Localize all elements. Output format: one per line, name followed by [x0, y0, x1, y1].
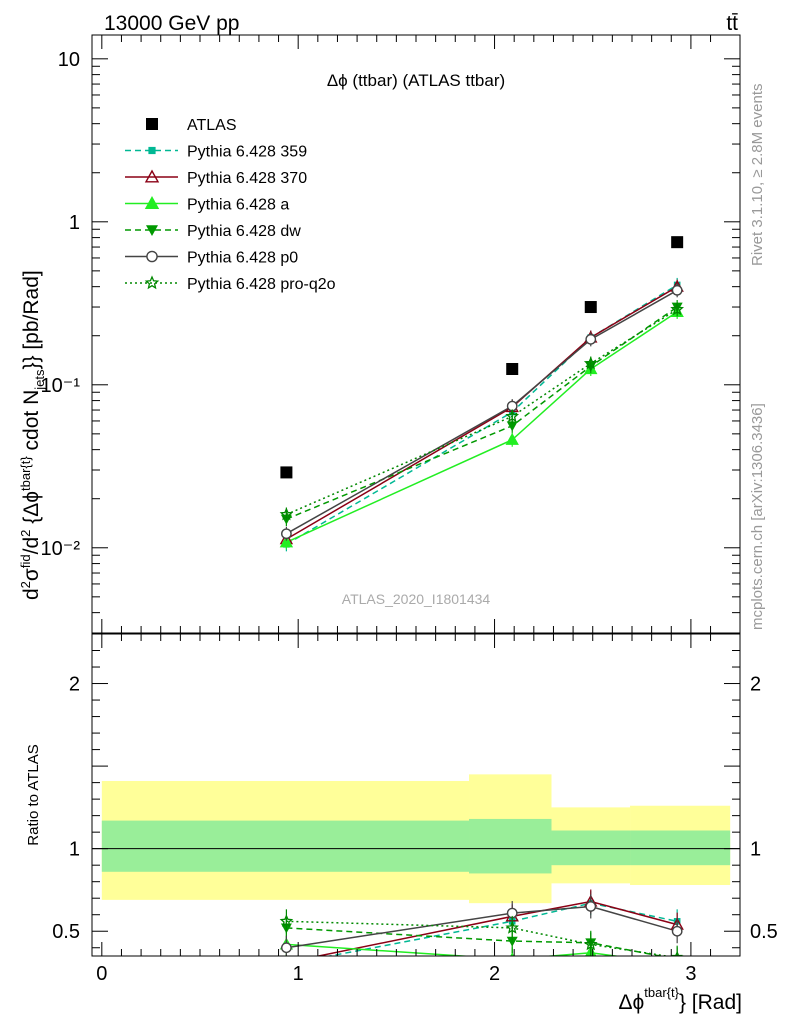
main-axis-ticks [92, 35, 740, 634]
ratio-point-pythia-6-428-pro-q2o [279, 914, 294, 928]
main-series-lines [286, 284, 678, 545]
ratio-point-pythia-6-428-dw [506, 936, 518, 947]
series-line-pythia-6-428-a [286, 311, 678, 543]
series-line-pythia-6-428-p0 [286, 289, 678, 535]
series-line-pythia-6-428-pro-q2o [286, 308, 678, 516]
legend: ATLAS Pythia 6.428 359 Pythia 6.428 370 Pyt… [125, 117, 336, 293]
series-line-pythia-6-428-359 [286, 284, 678, 545]
ratio-y-axis-label: Ratio to ATLAS [25, 744, 42, 845]
ratio-axis-ticks [92, 634, 740, 956]
ratio-line-pythia-6-428-370 [314, 900, 678, 956]
data-point-atlas [584, 301, 597, 314]
x-axis-label: Δϕtbar{t}} [Rad] [618, 985, 742, 1014]
main-y-tick-label: 10⁻² [41, 538, 81, 560]
ratio-line-pythia-6-428-a [286, 943, 622, 956]
ratio-point-pythia-6-428-p0 [671, 925, 683, 937]
ratio-y-tick-label: 0.5 [52, 921, 80, 943]
ratio-point-pythia-6-428-359 [283, 961, 290, 968]
data-point-pythia-6-428-pro-q2o [670, 302, 685, 316]
data-point-pythia-6-428-pro-q2o [583, 356, 598, 370]
series-line-pythia-6-428-dw [286, 306, 678, 520]
x-tick-label: 3 [685, 963, 696, 985]
ratio-series-lines [286, 900, 678, 956]
legend-marker-pythia-6-428-dw [146, 225, 158, 236]
plot-title: Δϕ (ttbar) (ATLAS ttbar) [327, 71, 505, 90]
ratio-point-pythia-6-428-a [672, 959, 683, 969]
x-tick-label: 0 [96, 963, 107, 985]
legend-marker-atlas [146, 118, 158, 130]
data-point-pythia-6-428-p0 [671, 284, 683, 296]
data-point-pythia-6-428-a [505, 432, 519, 445]
ratio-series-markers [279, 889, 685, 969]
main-panel: 10⁻² 10⁻¹ 1 10 Δϕ (ttbar) (ATLAS ttbar) ATL… [18, 34, 741, 634]
data-point-pythia-6-428-pro-q2o [279, 507, 294, 521]
ratio-y-tick-label: 1 [69, 839, 80, 861]
main-y-tick-label: 10⁻¹ [41, 375, 81, 397]
ratio-y-tick-label: 2 [69, 674, 80, 696]
legend-marker-pythia-6-428-a [144, 196, 160, 210]
analysis-watermark: ATLAS_2020_I1801434 [342, 591, 491, 607]
ratio-point-pythia-6-428-pro-q2o [670, 950, 685, 956]
ratio-point-pythia-6-428-a [510, 952, 515, 956]
x-tick-labels: 0 1 2 3 [96, 963, 696, 985]
legend-label-pythia-6-428-pro-q2o: Pythia 6.428 pro-q2o [187, 276, 336, 293]
main-y-tick-label: 1 [69, 212, 80, 234]
ratio-line-pythia-6-428-pro-q2o [286, 920, 672, 956]
energy-label: 13000 GeV pp [104, 12, 239, 35]
ratio-point-pythia-6-428-370 [286, 955, 287, 956]
rivet-label: Rivet 3.1.10, ≥ 2.8M events [749, 84, 766, 267]
legend-label-pythia-6-428-359: Pythia 6.428 359 [187, 144, 307, 161]
ratio-point-pythia-6-428-pro-q2o [583, 937, 598, 951]
mcplots-label: mcplots.cern.ch [arXiv:1306.3436] [749, 403, 766, 630]
ratio-band-inner [630, 830, 731, 866]
ratio-point-pythia-6-428-pro-q2o [505, 920, 519, 934]
ratio-y-tick-label-right: 0.5 [750, 921, 778, 943]
main-y-tick-labels: 10⁻² 10⁻¹ 1 10 [41, 49, 81, 560]
ratio-panel: 0.5 0.5 1 1 2 2 0 1 2 3 Ratio to ATLAS Δϕtbar{t}… [25, 633, 778, 1014]
legend-label-pythia-6-428-p0: Pythia 6.428 p0 [187, 250, 298, 267]
ratio-band-inner [101, 820, 470, 872]
ratio-line-pythia-6-428-dw [286, 927, 664, 956]
legend-label-pythia-6-428-dw: Pythia 6.428 dw [187, 223, 301, 240]
data-point-atlas [506, 362, 519, 375]
legend-label-pythia-6-428-a: Pythia 6.428 a [187, 197, 289, 214]
legend-marker-pythia-6-428-359 [148, 146, 156, 155]
legend-marker-pythia-6-428-pro-q2o [144, 275, 160, 290]
ratio-line-pythia-6-428-p0 [286, 905, 678, 949]
data-point-atlas [280, 466, 293, 479]
ratio-line-pythia-6-428-359 [325, 902, 678, 956]
main-series-markers [279, 236, 685, 552]
data-point-pythia-6-428-p0 [585, 333, 597, 345]
process-label: tt̄ [726, 12, 738, 35]
legend-marker-pythia-6-428-p0 [146, 250, 158, 263]
data-point-atlas [671, 236, 684, 249]
main-y-axis-label: d2σfid/d2 {Δϕtbar{t} cdot Njets}} [pb/Ra… [18, 270, 47, 600]
ratio-uncertainty-bands [101, 774, 731, 904]
legend-label-pythia-6-428-370: Pythia 6.428 370 [187, 170, 307, 187]
ratio-y-tick-label-right: 2 [750, 674, 761, 696]
ratio-band-inner [469, 818, 552, 874]
data-point-pythia-6-428-p0 [281, 528, 292, 540]
x-tick-label: 2 [489, 963, 500, 985]
data-point-pythia-6-428-a [279, 535, 294, 548]
ratio-y-tick-label-right: 1 [750, 839, 761, 861]
ratio-point-pythia-6-428-p0 [585, 901, 597, 912]
data-point-pythia-6-428-pro-q2o [505, 409, 520, 423]
ratio-point-pythia-6-428-p0 [281, 942, 292, 954]
ratio-band-inner [551, 830, 631, 866]
data-point-pythia-6-428-dw [506, 421, 518, 432]
legend-marker-pythia-6-428-370 [144, 169, 160, 183]
main-y-tick-label: 10 [58, 49, 80, 71]
x-tick-label: 1 [293, 963, 304, 985]
legend-label-atlas: ATLAS [187, 117, 237, 134]
ratio-y-tick-labels: 0.5 0.5 1 1 2 2 [52, 674, 778, 944]
